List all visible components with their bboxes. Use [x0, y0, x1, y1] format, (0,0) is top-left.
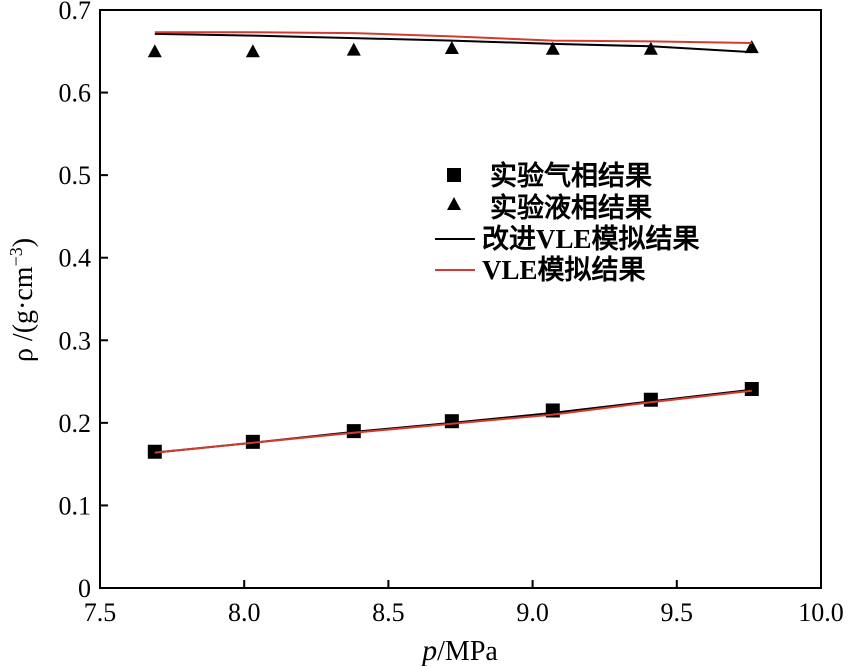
y-axis-title-exp: −3 [6, 247, 26, 266]
data-point-triangle [346, 42, 361, 56]
y-tick-label: 0.3 [59, 326, 92, 355]
data-point-triangle [444, 40, 459, 54]
y-tick-label: 0.1 [59, 491, 92, 520]
data-point-triangle [245, 44, 260, 58]
x-tick-label: 10.0 [798, 598, 844, 627]
data-point-square [643, 392, 658, 407]
y-tick-label: 0.2 [59, 409, 92, 438]
plot-frame [99, 9, 822, 589]
x-tick-label: 8.0 [228, 598, 261, 627]
data-point-triangle [147, 44, 162, 58]
y-axis-title-main: ρ /(g·cm [8, 266, 39, 362]
legend-label-improved: 改进VLE模拟结果 [482, 224, 700, 254]
y-tick-label: 0.5 [59, 161, 92, 190]
y-tick-label: 0 [78, 574, 91, 603]
series-layer [147, 31, 759, 459]
y-tick-label: 0.4 [59, 244, 92, 273]
legend-label-vle: VLE模拟结果 [482, 255, 646, 285]
legend-marker-gas [447, 168, 461, 182]
x-axis-title-unit: /MPa [437, 636, 498, 666]
legend-marker-liquid [447, 197, 461, 210]
data-point-triangle [545, 41, 560, 55]
data-point-triangle [744, 40, 759, 54]
series-2 [154, 32, 752, 54]
series-line [154, 389, 752, 454]
x-tick-label: 8.5 [372, 598, 405, 627]
ticks-layer: 7.5 8.0 8.5 9.0 9.5 10.0 0 0.1 0.2 0.3 0.4 0.5 0.6 0.… [59, 0, 844, 627]
x-axis-title: p/MPa [420, 634, 498, 666]
series-0 [147, 382, 759, 459]
legend-label-gas: 实验气相结果 [490, 160, 652, 191]
x-tick-label: 9.5 [661, 598, 694, 627]
x-tick-label: 9.0 [516, 598, 549, 627]
y-tick-label: 0.7 [59, 0, 92, 25]
y-tick-label: 0.6 [59, 79, 92, 108]
data-point-square [444, 414, 459, 429]
data-point-triangle [643, 41, 658, 55]
y-axis-title-close: ) [8, 238, 39, 247]
x-axis-title-symbol: p [420, 634, 437, 666]
series-line [154, 32, 752, 54]
series-5 [154, 389, 752, 454]
y-axis-title: ρ /(g·cm−3) [6, 238, 39, 362]
series-line [154, 31, 752, 44]
legend: 实验气相结果 实验液相结果 改进VLE模拟结果 VLE模拟结果 [435, 160, 700, 285]
data-point-square [744, 382, 759, 397]
legend-label-liquid: 实验液相结果 [490, 192, 652, 223]
series-1 [147, 40, 759, 58]
series-3 [154, 31, 752, 44]
x-tick-label: 7.5 [84, 598, 117, 627]
